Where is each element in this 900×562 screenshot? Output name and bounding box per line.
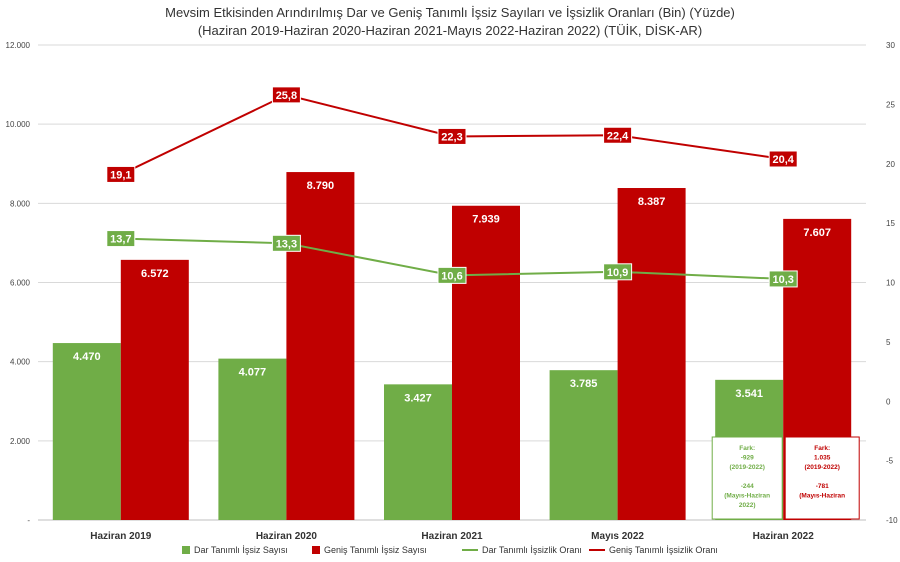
annotation-text: -781: [816, 483, 829, 490]
category-label: Haziran 2022: [753, 531, 815, 542]
bar: [549, 370, 618, 520]
point-marker: [271, 86, 301, 104]
point-value-label: 22,3: [441, 131, 462, 143]
point-value-label: 10,9: [607, 267, 628, 279]
legend-label: Geniş Tanımlı İşsizlik Oranı: [609, 545, 718, 555]
point-marker: [603, 126, 633, 144]
bar-value-label: 3.541: [735, 388, 763, 400]
bar-value-label: 3.427: [404, 392, 432, 404]
left-tick-label: -: [27, 516, 30, 525]
category-label: Mayıs 2022: [591, 531, 644, 542]
left-tick-label: 8.000: [10, 199, 31, 208]
bar-value-label: 4.077: [239, 367, 267, 379]
point-marker: [106, 165, 136, 183]
bars: 4.470 4.077 3.427 3.785 3.541 6.572 8.790 7.939…: [52, 172, 852, 520]
bar-value-label: 6.572: [141, 268, 169, 280]
bar: [452, 205, 520, 520]
bar: [120, 259, 189, 520]
point-marker: [271, 234, 301, 252]
right-tick-label: 20: [886, 160, 895, 169]
annotation-text: (2019-2022): [729, 464, 764, 471]
point-value-label: 22,4: [607, 130, 629, 142]
left-tick-label: 4.000: [10, 358, 31, 367]
left-tick-label: 10.000: [6, 120, 31, 129]
annotation-text: Fark:: [739, 445, 755, 452]
bar-value-label: 4.470: [73, 351, 101, 363]
annotation-text: Fark:: [814, 445, 830, 452]
point-value-label: 13,3: [276, 238, 297, 250]
annotation-text: 1.035: [814, 455, 831, 462]
right-tick-label: -10: [886, 516, 898, 525]
legend-label: Dar Tanımlı İşsiz Sayısı: [194, 545, 288, 555]
legend-label: Dar Tanımlı İşsizlik Oranı: [482, 545, 582, 555]
category-label: Haziran 2020: [256, 531, 318, 542]
bar: [617, 188, 686, 520]
annotation-text: -929: [741, 455, 754, 462]
annotation-box: [711, 436, 783, 520]
right-tick-label: 10: [886, 279, 895, 288]
point-marker: [768, 270, 798, 288]
point-value-label: 10,3: [772, 274, 793, 286]
legend-label: Geniş Tanımlı İşsiz Sayısı: [324, 545, 427, 555]
legend-swatch: [182, 546, 190, 554]
point-marker: [768, 150, 798, 168]
right-tick-label: 25: [886, 100, 895, 109]
right-tick-label: 0: [886, 397, 891, 406]
annotation-text: (Mayıs-Haziran: [799, 493, 845, 500]
category-label: Haziran 2019: [90, 531, 152, 542]
bar-value-label: 8.387: [638, 196, 666, 208]
annotation-text: (2019-2022): [804, 464, 839, 471]
left-tick-label: 6.000: [10, 279, 31, 288]
annotation-text: 2022): [739, 502, 756, 509]
lines: 13,7 13,3 10,6 10,9 10,3 19,1 25,8 22,3 22,4 20,4: [106, 86, 798, 288]
bar-value-label: 7.939: [472, 214, 500, 226]
bar: [384, 384, 452, 520]
bar-value-label: 7.607: [803, 227, 831, 239]
bar: [52, 343, 121, 520]
point-value-label: 10,6: [441, 270, 462, 282]
annotation-box: [784, 436, 860, 520]
annotation-text: -244: [741, 483, 754, 490]
chart-title: Mevsim Etkisinden Arındırılmış Dar ve Ge…: [165, 5, 735, 20]
point-value-label: 13,7: [110, 234, 131, 246]
axis-ticks: - 2.000 4.000 6.000 8.000 10.000 12.000 -10 -5 0 5…: [6, 41, 899, 542]
right-tick-label: 15: [886, 219, 895, 228]
bar: [218, 358, 287, 520]
bar-value-label: 8.790: [307, 180, 335, 192]
category-label: Haziran 2021: [421, 531, 483, 542]
point-value-label: 25,8: [276, 90, 297, 102]
point-value-label: 19,1: [110, 169, 131, 181]
legend-swatch: [312, 546, 320, 554]
right-tick-label: 30: [886, 41, 895, 50]
bar: [286, 172, 355, 520]
right-tick-label: -5: [886, 457, 894, 466]
point-marker: [437, 127, 467, 145]
annotation-text: (Mayıs-Haziran: [724, 493, 770, 500]
right-tick-label: 5: [886, 338, 891, 347]
point-marker: [437, 266, 467, 284]
chart-subtitle: (Haziran 2019-Haziran 2020-Haziran 2021-…: [198, 23, 702, 38]
point-marker: [106, 230, 136, 248]
legend: Dar Tanımlı İşsiz Sayısı Geniş Tanımlı İş…: [182, 545, 718, 555]
left-tick-label: 12.000: [6, 41, 31, 50]
point-value-label: 20,4: [772, 154, 794, 166]
annotations: Fark: -929 (2019-2022) -244 (Mayıs-Haziran 20…: [711, 436, 860, 520]
point-marker: [603, 263, 633, 281]
bar-value-label: 3.785: [570, 378, 598, 390]
left-tick-label: 2.000: [10, 437, 31, 446]
